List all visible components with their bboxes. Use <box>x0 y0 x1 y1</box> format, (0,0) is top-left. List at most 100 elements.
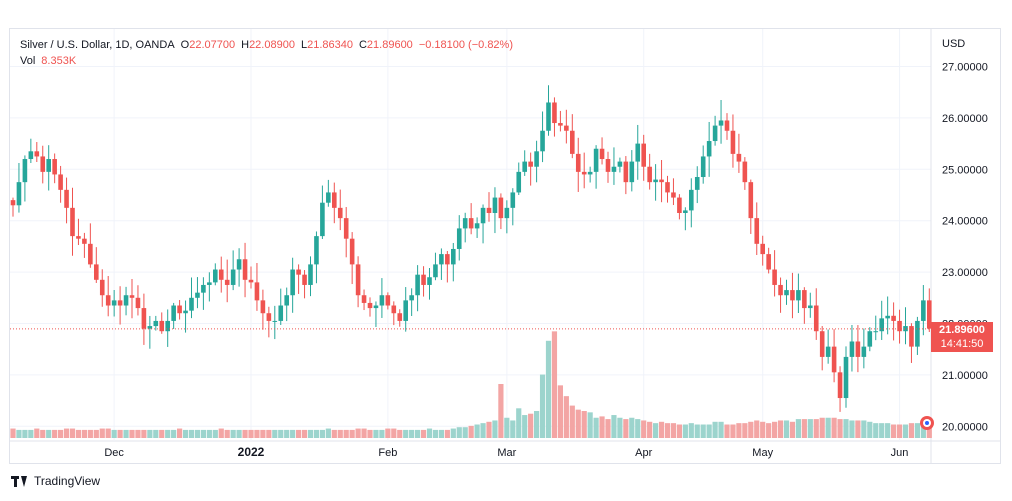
volume-bar <box>599 416 605 438</box>
candle-body <box>349 238 355 265</box>
volume-bar <box>63 428 70 438</box>
volume-bar <box>69 428 76 438</box>
volume-bar <box>468 425 474 438</box>
candle-body <box>891 315 896 321</box>
price-axis[interactable]: 27.00000 26.00000 25.00000 24.00000 23.00000… <box>942 62 988 434</box>
candle-body <box>82 238 87 244</box>
volume-bar <box>444 429 450 438</box>
volume-bar <box>301 429 308 438</box>
candle-body <box>70 207 75 237</box>
candle-body <box>16 182 22 206</box>
candle-body <box>772 269 777 285</box>
volume-bar <box>409 429 415 438</box>
candle-body <box>843 356 849 399</box>
volume-bar <box>611 415 617 438</box>
candle-body <box>831 346 837 373</box>
volume-bar <box>290 429 296 438</box>
candle-body <box>546 102 551 131</box>
volume-bar <box>891 424 897 438</box>
candle-body <box>897 320 902 332</box>
volume-bar <box>182 429 189 438</box>
candle-body <box>528 161 533 167</box>
candle-body <box>99 279 105 296</box>
volume-bar <box>331 429 337 438</box>
volume-bar <box>212 429 218 438</box>
volume-bar <box>129 429 135 438</box>
candle-body <box>540 130 545 152</box>
volume-bars <box>10 331 932 438</box>
candle-body <box>421 274 426 285</box>
volume-bar <box>10 428 16 438</box>
volume-bar <box>742 423 748 438</box>
volume-bar <box>426 428 433 438</box>
volume-bar <box>563 396 569 438</box>
volume-bar <box>510 420 516 438</box>
candle-body <box>373 305 379 309</box>
candle-body <box>629 161 635 183</box>
volume-bar <box>218 428 224 438</box>
candle-body <box>260 300 266 314</box>
volume-bar <box>284 429 290 438</box>
volume-bar <box>28 429 34 438</box>
volume-bar <box>266 429 272 438</box>
candle-body <box>599 148 605 160</box>
change-value: −0.18100 (−0.82%) <box>418 39 513 51</box>
tradingview-brand[interactable]: TradingView <box>11 474 100 488</box>
volume-bar <box>813 419 819 438</box>
volume-bar <box>200 429 206 438</box>
volume-bar <box>224 429 230 438</box>
candle-body <box>689 189 694 211</box>
time-axis[interactable]: Dec 2022 Feb Mar Apr May Jun <box>104 445 908 459</box>
volume-bar <box>819 417 825 438</box>
volume-bar <box>557 385 563 438</box>
candle-body <box>659 179 664 183</box>
volume-bar <box>278 429 284 438</box>
y-tick-label: 27.00000 <box>942 62 988 74</box>
volume-bar <box>474 424 480 438</box>
candle-body <box>314 236 319 265</box>
volume-bar <box>879 423 885 438</box>
volume-bar <box>313 429 320 438</box>
candle-body <box>724 120 730 131</box>
volume-bar <box>254 429 260 438</box>
candle-body <box>552 102 557 124</box>
candle-body <box>742 161 748 183</box>
candle-body <box>141 308 147 329</box>
volume-bar <box>676 424 682 438</box>
candle-body <box>730 130 736 154</box>
candle-body <box>712 125 718 142</box>
volume-bar <box>349 429 355 438</box>
volume-bar <box>843 419 849 438</box>
volume-bar <box>171 429 177 438</box>
volume-bar <box>403 429 409 438</box>
candle-body <box>790 290 795 301</box>
candle-body <box>409 295 414 301</box>
candle-body <box>52 159 57 175</box>
candle-body <box>665 182 670 193</box>
candle-body <box>10 200 16 206</box>
volume-bar <box>647 421 653 438</box>
symbol-title[interactable]: Silver / U.S. Dollar, 1D, OANDA <box>20 39 175 51</box>
x-tick-label: Feb <box>378 447 397 459</box>
candle-body <box>510 192 516 208</box>
volume-bar <box>498 384 504 438</box>
volume-bar <box>658 421 665 438</box>
volume-bar <box>337 429 343 438</box>
candle-body <box>242 259 248 280</box>
candle-body <box>468 218 474 229</box>
candle-body <box>427 277 432 285</box>
candle-body <box>873 331 879 333</box>
candle-body <box>445 254 450 265</box>
volume-bar <box>93 429 99 438</box>
alert-badge-icon[interactable] <box>920 416 934 430</box>
low-label: L <box>300 39 308 51</box>
volume-bar <box>99 428 105 438</box>
grid-lines <box>10 29 1000 463</box>
volume-row: Vol 8.353K <box>20 53 513 69</box>
close-value: 21.89600 <box>366 39 413 51</box>
volume-bar <box>391 428 397 438</box>
candle-body <box>40 156 46 172</box>
volume-bar <box>379 429 385 438</box>
close-label: C <box>358 39 367 51</box>
